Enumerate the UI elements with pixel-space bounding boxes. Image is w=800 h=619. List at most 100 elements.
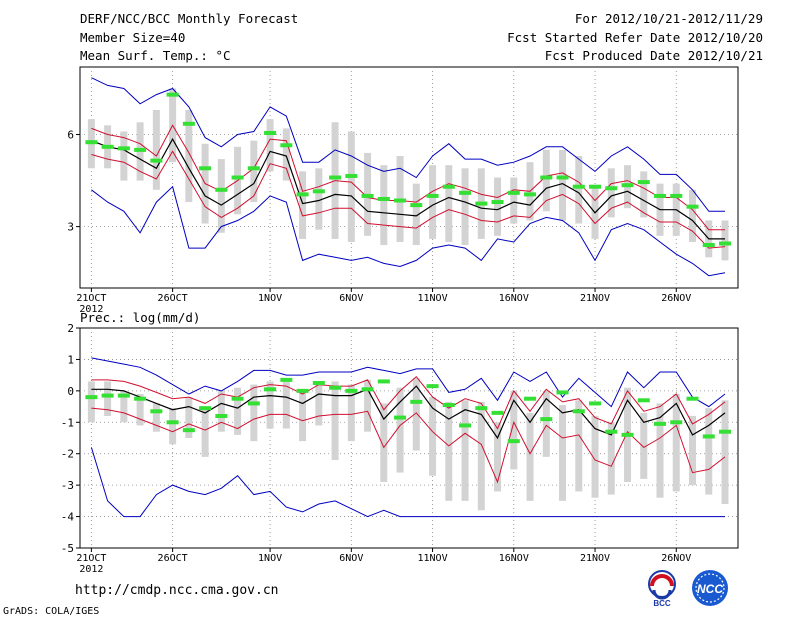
prec-xtick-label: 6NOV — [339, 553, 363, 564]
prec-box — [607, 422, 615, 495]
prec-observed-marker — [442, 403, 455, 407]
source-url[interactable]: http://cmdp.ncc.cma.gov.cn — [75, 583, 279, 598]
temp-frame — [79, 66, 739, 289]
temp-box — [607, 168, 615, 218]
temp-box — [266, 119, 274, 172]
temp-observed-marker — [719, 241, 732, 246]
temp-observed-marker — [394, 198, 407, 203]
prec-box — [185, 397, 193, 438]
prec-box — [364, 379, 372, 432]
temp-box — [152, 109, 160, 190]
prec-observed-marker — [377, 379, 390, 384]
temp-box — [461, 168, 469, 246]
prec-observed-marker — [345, 388, 358, 393]
prec-ytick-label: -1 — [61, 416, 74, 429]
start-date: Fcst Started Refer Date 2012/10/20 — [507, 30, 763, 45]
grads-credit: GrADS: COLA/IGES — [3, 606, 100, 617]
prec-observed-marker — [524, 396, 537, 401]
member-size: Member Size=40 — [80, 30, 186, 45]
prec-observed-marker — [296, 388, 309, 393]
chart-title: DERF/NCC/BCC Monthly Forecast — [80, 11, 299, 26]
prec-observed-marker — [134, 396, 147, 401]
prec-observed-marker — [670, 420, 683, 425]
temp-observed-marker — [377, 196, 390, 201]
temp-observed-marker — [117, 146, 130, 151]
prec-observed-marker — [426, 384, 439, 389]
prec-ytick-label: -5 — [61, 542, 74, 555]
prec-box — [559, 405, 567, 501]
prec-box — [282, 381, 290, 429]
prec-observed-marker — [264, 387, 277, 392]
prec-box — [201, 406, 209, 457]
prec-observed-marker — [589, 401, 602, 406]
prec-observed-marker — [280, 377, 293, 382]
prec-box — [656, 403, 664, 498]
prec-observed-marker — [507, 439, 520, 444]
prec-observed-marker — [702, 434, 715, 439]
temp-box — [315, 168, 323, 230]
prec-observed-marker — [410, 399, 423, 404]
temp-mean-line — [91, 137, 725, 240]
prec-mean-line — [91, 385, 726, 440]
temp-ytick-label: 6 — [67, 129, 74, 142]
prec-ytick-label: -3 — [61, 479, 74, 492]
prec-box — [575, 400, 583, 492]
prec-observed-marker — [540, 417, 553, 422]
temp-box — [429, 165, 437, 239]
prec-box — [445, 401, 453, 501]
ncc-logo: NCC — [692, 570, 728, 606]
temp-xtick-label: 26NOV — [661, 293, 691, 304]
temp-sd-upper-line — [91, 124, 725, 231]
temp-xtick-label: 26OCT — [158, 293, 188, 304]
temp-box — [347, 131, 355, 242]
temp-observed-marker — [264, 130, 277, 135]
temp-box — [689, 189, 697, 242]
temp-sd-lower-line — [91, 150, 726, 249]
temp-box — [494, 177, 502, 236]
prec-xtick-label: 16NOV — [499, 553, 529, 564]
temp-observed-marker — [686, 204, 699, 209]
temp-box — [120, 131, 128, 181]
prec-ytick-label: 2 — [67, 322, 74, 335]
prec-observed-marker — [654, 421, 667, 426]
temp-observed-marker — [670, 193, 683, 198]
prec-box — [705, 408, 713, 495]
temp-observed-marker — [702, 243, 715, 248]
temp-box — [575, 156, 583, 224]
temp-xtick-label: 11NOV — [418, 293, 448, 304]
bcc-logo-text: BCC — [653, 599, 671, 608]
temp-box — [721, 220, 729, 261]
prec-xtick-label: 26OCT — [158, 553, 188, 564]
temp-xtick-label: 6NOV — [339, 293, 363, 304]
prec-sd-lower-line — [91, 407, 726, 484]
prec-box — [136, 394, 144, 426]
prec-xtick-label: 1NOV — [258, 553, 282, 564]
temp-observed-marker — [556, 175, 569, 180]
prec-box — [542, 390, 550, 457]
prec-box — [331, 381, 339, 460]
panel2-title: Prec.: log(mm/d) — [80, 310, 201, 325]
prec-ytick-label: -2 — [61, 448, 74, 461]
prec-xtick-label: 21NOV — [580, 553, 610, 564]
prec-observed-marker — [312, 381, 325, 385]
prec-box — [429, 397, 437, 476]
temp-observed-marker — [410, 203, 423, 208]
prec-observed-marker — [150, 409, 163, 414]
prec-xtick-label: 21OCT — [76, 553, 106, 564]
temp-xtick-label: 1NOV — [258, 293, 282, 304]
temp-box — [299, 171, 307, 239]
temp-box — [510, 177, 518, 224]
temp-observed-marker — [654, 193, 667, 198]
prec-box — [640, 412, 648, 479]
prec-box — [672, 394, 680, 492]
prec-observed-marker — [85, 395, 98, 400]
prec-max-line — [91, 357, 726, 408]
temp-observed-marker — [442, 184, 455, 189]
temp-observed-marker — [280, 143, 293, 148]
temp-observed-marker — [491, 200, 504, 205]
temp-observed-marker — [329, 175, 342, 180]
temp-box — [412, 183, 420, 246]
temp-observed-marker — [361, 193, 374, 198]
prec-box — [266, 381, 274, 429]
prec-observed-marker — [166, 420, 179, 425]
